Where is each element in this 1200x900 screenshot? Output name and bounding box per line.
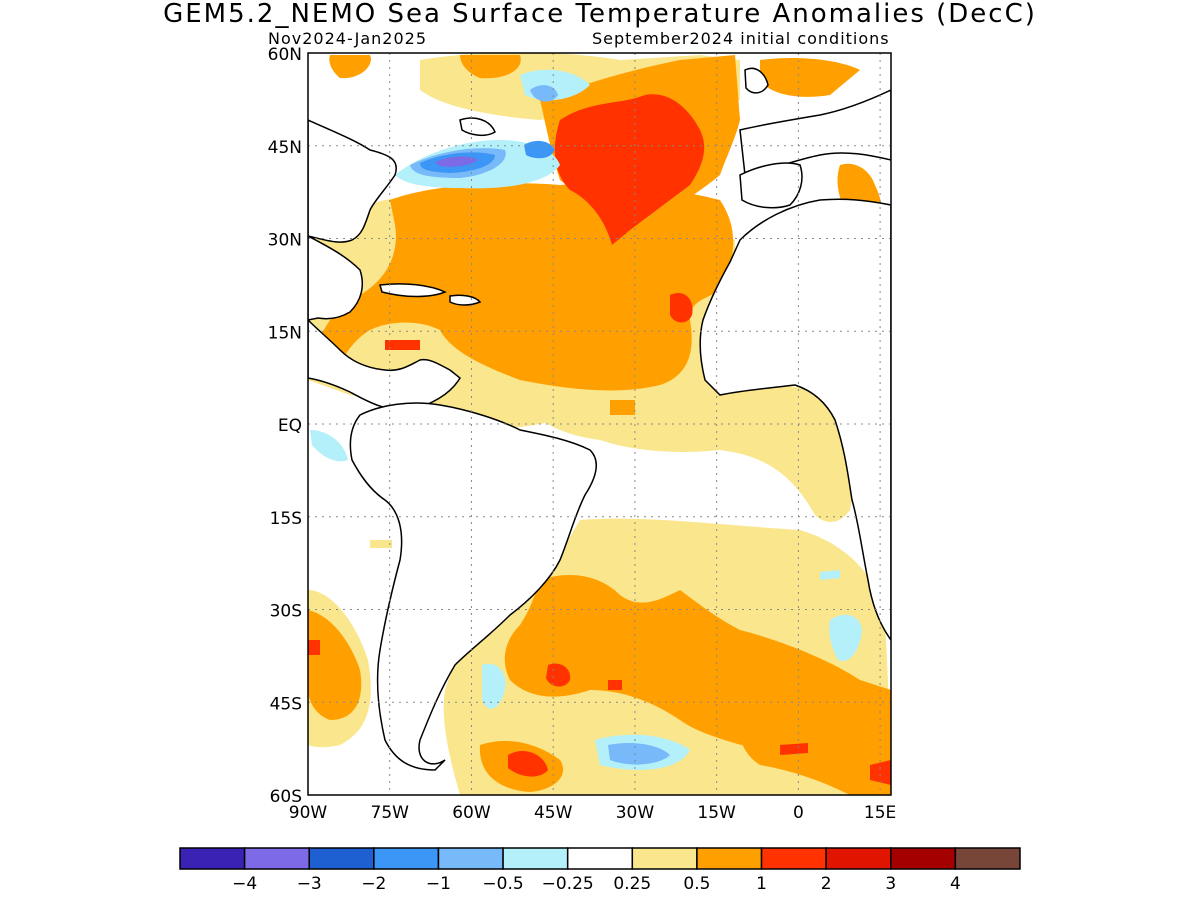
colorbar-tick-label: 1	[756, 874, 767, 894]
colorbar-swatch	[437, 847, 504, 870]
europe-coast	[739, 89, 891, 176]
map-frame	[307, 52, 892, 796]
colorbar-swatch	[696, 847, 763, 870]
lat-label: 30S	[270, 602, 302, 622]
iberia	[739, 162, 803, 209]
colorbar-swatch	[566, 847, 634, 870]
lat-label: 45N	[268, 138, 302, 158]
colorbar-swatch	[179, 847, 246, 870]
land-masses	[308, 67, 891, 771]
colorbar-swatch	[890, 847, 957, 870]
africa	[699, 198, 891, 642]
colorbar-tick-label: −2	[361, 874, 386, 894]
longitude-labels: 90W 75W 60W 45W 30W 15W 0 15E	[289, 803, 897, 823]
colorbar-tick-label: −0.25	[542, 874, 594, 894]
anomaly-field-negative	[310, 69, 862, 770]
lat-label: 15S	[270, 509, 302, 529]
colorbar-swatch	[502, 847, 569, 870]
lon-label: 60W	[452, 803, 491, 823]
lat-label: 60S	[270, 787, 302, 807]
color-scale-labels: −4 −3 −2 −1 −0.5 −0.25 0.25 0.5 1 2 3 4	[232, 874, 961, 894]
colorbar-tick-label: −3	[297, 874, 322, 894]
lat-label: 60N	[268, 45, 302, 65]
lat-label: 15N	[268, 323, 302, 343]
lon-label: 30W	[616, 803, 655, 823]
caribbean-hispaniola	[449, 294, 482, 306]
colorbar-tick-label: 3	[885, 874, 896, 894]
colorbar-tick-label: 0.25	[613, 874, 651, 894]
map-plot-area	[308, 53, 891, 795]
north-america-coast	[308, 119, 397, 243]
british-isles	[744, 67, 769, 94]
colorbar-swatch	[631, 847, 698, 870]
latitude-labels: 60N 45N 30N 15N EQ 15S 30S 45S 60S	[268, 45, 302, 807]
lat-label: 30N	[268, 231, 302, 251]
lat-label: 45S	[270, 694, 302, 714]
colorbar-swatch	[825, 847, 892, 870]
colorbar-tick-label: −0.5	[482, 874, 523, 894]
forecast-period: Nov2024-Jan2025	[268, 29, 427, 48]
colorbar-tick-label: 2	[821, 874, 832, 894]
caribbean-cuba	[379, 283, 447, 298]
lon-label: 0	[793, 803, 804, 823]
initial-conditions: September2024 initial conditions	[592, 29, 890, 48]
lon-label: 75W	[371, 803, 410, 823]
lon-label: 90W	[289, 803, 328, 823]
colorbar-swatch	[760, 847, 827, 870]
central-america	[308, 318, 461, 411]
colorbar-swatch	[308, 847, 375, 870]
lon-label: 15W	[697, 803, 736, 823]
south-america	[349, 402, 597, 771]
colorbar-swatch	[954, 847, 1021, 870]
florida-gulf-coast	[308, 235, 363, 321]
colorbar-swatch	[243, 847, 310, 870]
lat-label: EQ	[278, 416, 302, 436]
colorbar-tick-label: −4	[232, 874, 257, 894]
colorbar-tick-label: 4	[950, 874, 961, 894]
colorbar-swatch	[373, 847, 440, 870]
colorbar-tick-label: −1	[426, 874, 451, 894]
newfoundland	[459, 117, 496, 137]
color-scale-bar	[179, 847, 1021, 870]
lon-label: 15E	[864, 803, 896, 823]
anomaly-field-1-2	[308, 94, 891, 785]
map-gridlines	[308, 53, 891, 795]
map-title: GEM5.2_NEMO Sea Surface Temperature Anom…	[163, 0, 1037, 29]
colorbar-tick-label: 0.5	[683, 874, 710, 894]
lon-label: 45W	[534, 803, 573, 823]
anomaly-field-05-1	[308, 55, 891, 795]
